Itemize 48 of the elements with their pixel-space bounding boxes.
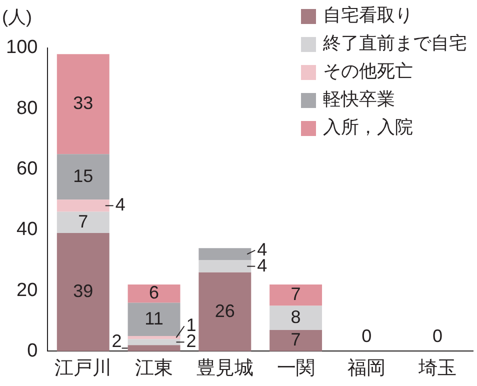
x-tick-label: 豊見城 [196,358,254,379]
x-tick-label: 埼玉 [418,358,457,379]
data-label: 2 [112,331,122,352]
bar [128,302,180,336]
data-label: 7 [290,284,301,304]
bar [128,284,180,303]
bar [56,212,110,233]
y-axis-title: (人) [2,6,32,27]
data-label: 7 [78,211,88,232]
bar [270,330,322,352]
data-label: 11 [144,308,164,328]
bar [270,306,322,330]
bar [198,272,252,352]
legend-label: 終了直前まで自宅 [322,32,467,53]
bar [56,232,110,352]
data-label: 6 [149,282,160,303]
data-label: 33 [73,93,94,114]
x-tick-label: 福岡 [348,358,386,379]
bar [56,200,110,212]
data-label: 39 [73,281,94,302]
bar [270,284,322,306]
y-tick-label: 80 [16,98,38,119]
legend-label: その他死亡 [323,60,413,81]
total-label: 0 [432,326,443,346]
bar [56,154,110,200]
bar [198,260,252,272]
total-label: 0 [362,326,372,346]
y-tick-label: 20 [16,280,38,301]
bar [128,336,180,340]
x-tick-label: 江東 [135,358,174,379]
legend-label: 軽快卒業 [323,88,395,109]
data-label: 8 [290,306,301,327]
y-tick-label: 60 [16,158,38,180]
data-label: 7 [290,330,301,350]
y-tick-label: 0 [27,340,38,362]
bar [128,345,180,352]
legend-label: 自宅看取り [323,4,413,25]
x-tick-label: 一関 [276,358,315,379]
y-tick-label: 100 [6,37,38,58]
data-label: 26 [214,300,235,321]
bar [56,54,110,154]
y-tick-label: 40 [16,219,38,240]
legend-label: 入所，入院 [323,116,413,137]
data-label: 15 [73,166,94,186]
bar [198,248,252,260]
x-tick-label: 江戸川 [54,358,112,379]
bar [128,339,180,346]
data-label: 4 [115,194,126,215]
